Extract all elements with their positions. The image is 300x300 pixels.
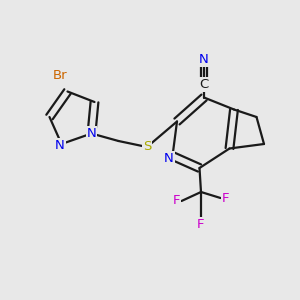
Text: F: F <box>222 191 230 205</box>
Text: N: N <box>164 152 174 165</box>
Text: N: N <box>87 127 96 140</box>
Text: C: C <box>200 78 208 91</box>
Text: N: N <box>199 53 209 66</box>
Text: S: S <box>143 140 151 154</box>
Text: N: N <box>55 139 65 152</box>
Text: F: F <box>197 218 205 231</box>
Text: F: F <box>172 194 180 208</box>
Text: Br: Br <box>53 69 67 82</box>
